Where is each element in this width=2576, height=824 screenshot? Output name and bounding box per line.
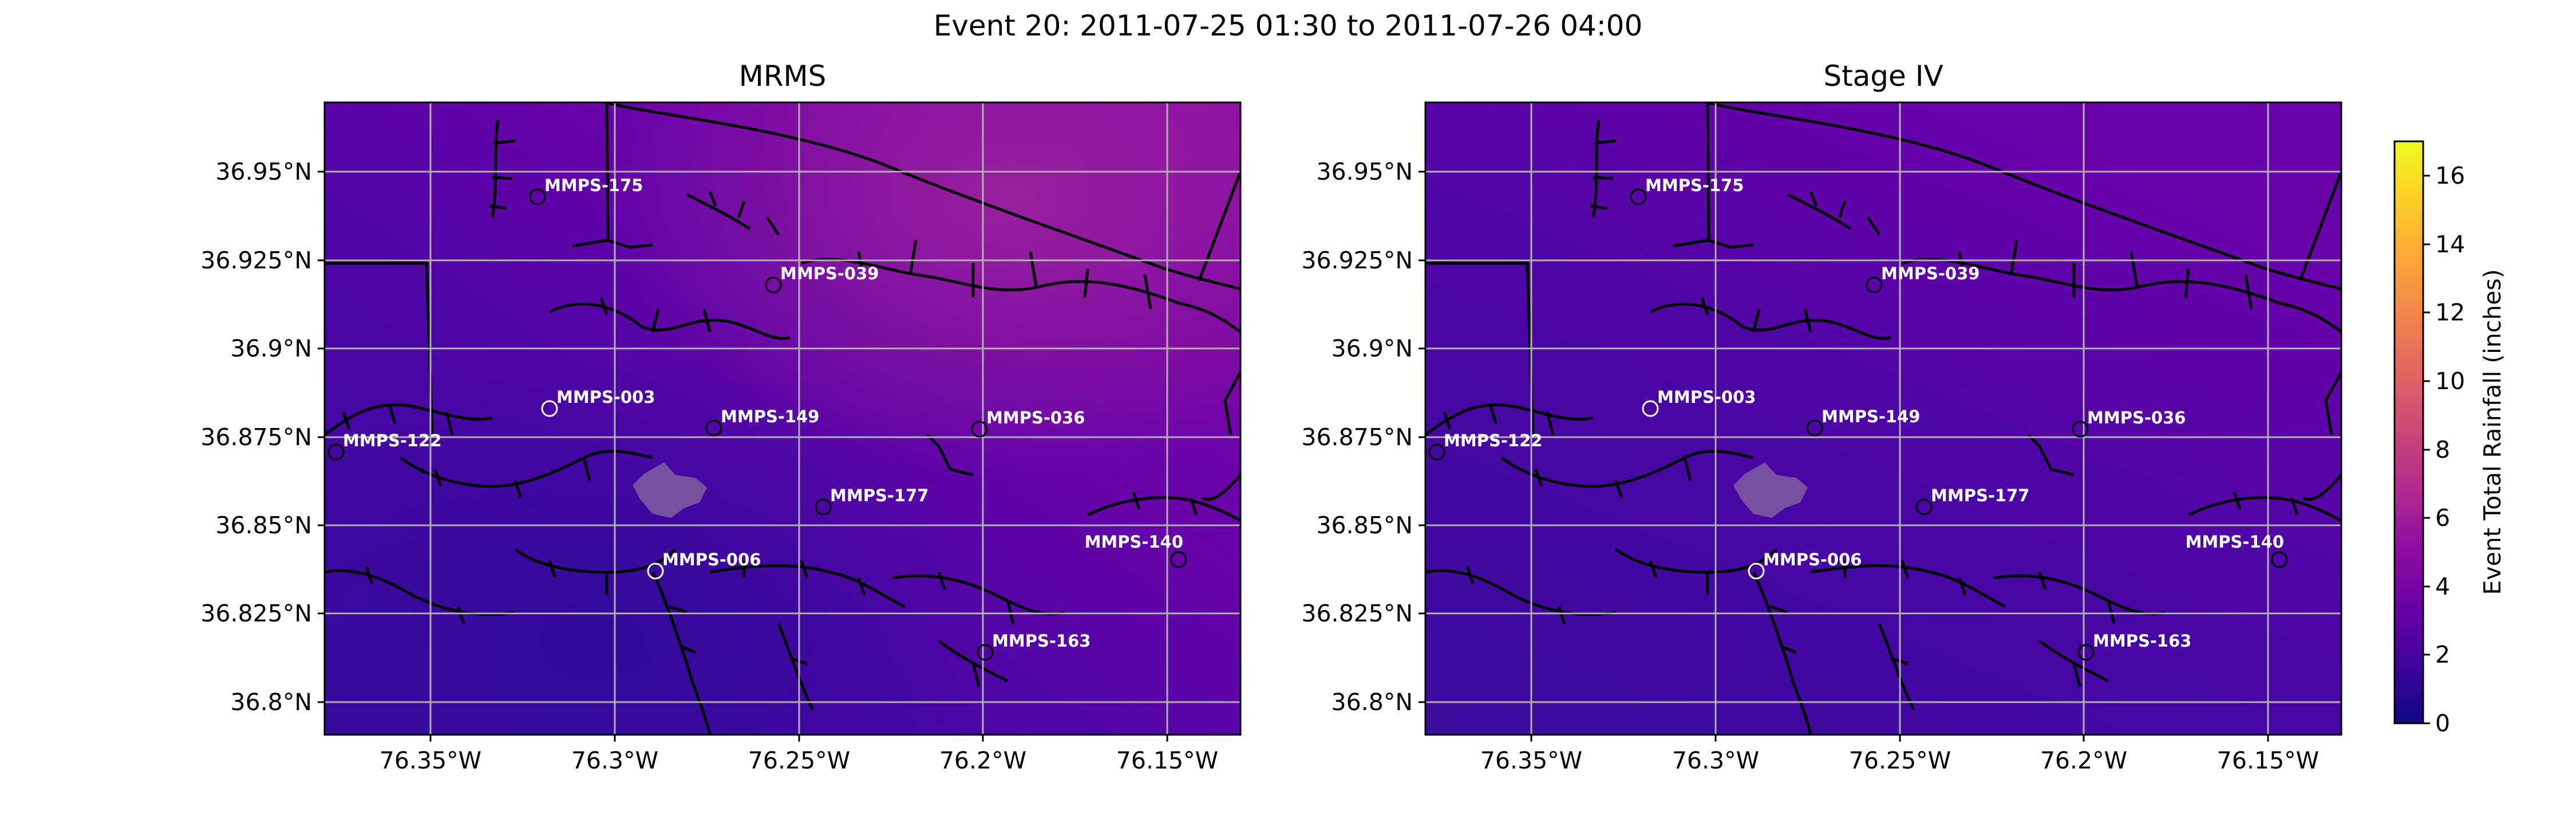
stage-iv-station-label-9: MMPS-163 [2093, 631, 2191, 651]
stage-iv-stations: MMPS-175 MMPS-039 MMPS-003 MMPS-149 MMPS… [1428, 176, 2288, 661]
stage-iv-y-tick-label-4: 36.9°N [1332, 335, 1413, 362]
stage-iv-y-tick-label-1: 36.825°N [1301, 600, 1413, 627]
mrms-station-marker-9[interactable] [977, 644, 994, 661]
mrms-y-tick-label-2: 36.85°N [215, 512, 312, 539]
stage-iv-station-marker-6[interactable] [1915, 498, 1933, 516]
mrms-station-label-9: MMPS-163 [992, 631, 1091, 651]
stage-iv-station-marker-3[interactable] [1806, 419, 1823, 437]
mrms-y-tick-label-1: 36.825°N [200, 600, 312, 627]
mrms-station-marker-1[interactable] [765, 276, 782, 294]
colorbar-tick-label-5: 10 [2435, 367, 2465, 395]
stage-iv-x-tick-label-2: 76.25°W [1849, 747, 1951, 774]
mrms-x-tick-label-4: 76.15°W [1116, 747, 1218, 774]
mrms-x-ticks: 76.35°W 76.3°W 76.25°W 76.2°W 76.15°W [380, 735, 1218, 774]
mrms-x-tick-label-3: 76.2°W [939, 747, 1026, 774]
stage-iv-x-tick-label-0: 76.35°W [1480, 747, 1582, 774]
mrms-panel: MRMS [200, 60, 1242, 774]
colorbar-tick-label-8: 16 [2435, 162, 2465, 189]
stage-iv-station-label-5: MMPS-122 [1444, 431, 1542, 450]
mrms-stations: MMPS-175 MMPS-039 MMPS-003 MMPS-149 MMPS… [327, 176, 1187, 661]
stage-iv-station-marker-7[interactable] [2271, 551, 2288, 568]
stage-iv-station-marker-4[interactable] [2072, 421, 2089, 438]
stage-iv-station-label-4: MMPS-036 [2087, 408, 2186, 427]
mrms-y-tick-label-4: 36.9°N [231, 335, 312, 362]
stage-iv-station-marker-5[interactable] [1428, 443, 1445, 461]
stage-iv-axes-frame [1424, 101, 2342, 736]
stage-iv-y-tick-label-5: 36.925°N [1301, 247, 1413, 274]
mrms-station-marker-2[interactable] [541, 400, 558, 417]
mrms-gridlines [325, 102, 1240, 735]
stage-iv-station-marker-2[interactable] [1642, 400, 1659, 417]
stage-iv-y-ticks: 36.8°N 36.825°N 36.85°N 36.875°N 36.9°N … [1301, 158, 1425, 716]
mrms-title: MRMS [739, 60, 827, 93]
stage-iv-x-tick-label-3: 76.2°W [2040, 747, 2127, 774]
figure-title: Event 20: 2011-07-25 01:30 to 2011-07-26… [934, 9, 1643, 42]
stage-iv-y-tick-label-0: 36.8°N [1332, 688, 1413, 716]
mrms-station-marker-8[interactable] [647, 562, 664, 580]
mrms-station-label-7: MMPS-140 [1085, 532, 1183, 552]
stage-iv-station-label-2: MMPS-003 [1657, 387, 1756, 407]
stage-iv-gridlines [1425, 102, 2341, 735]
stage-iv-station-label-8: MMPS-006 [1763, 550, 1862, 569]
stage-iv-station-marker-8[interactable] [1748, 562, 1765, 580]
mrms-station-marker-0[interactable] [529, 188, 546, 205]
mrms-y-ticks: 36.8°N 36.825°N 36.85°N 36.875°N 36.9°N … [200, 158, 325, 716]
colorbar-label: Event Total Rainfall (inches) [2479, 269, 2506, 595]
mrms-x-tick-label-1: 76.3°W [571, 747, 658, 774]
stage-iv-station-marker-9[interactable] [2077, 644, 2095, 661]
stage-iv-lake-shape [1733, 462, 1808, 518]
stage-iv-station-label-7: MMPS-140 [2186, 532, 2284, 552]
colorbar-ramp [2393, 140, 2424, 724]
mrms-station-label-8: MMPS-006 [662, 550, 761, 569]
mrms-station-label-3: MMPS-149 [721, 407, 819, 426]
colorbar-tick-label-2: 4 [2435, 573, 2450, 600]
mrms-station-marker-4[interactable] [971, 421, 988, 438]
mrms-station-label-1: MMPS-039 [780, 264, 879, 283]
mrms-x-tick-label-2: 76.25°W [748, 747, 850, 774]
mrms-axes-frame [323, 101, 1242, 736]
stage-iv-station-marker-1[interactable] [1866, 276, 1883, 294]
mrms-x-tick-label-0: 76.35°W [380, 747, 481, 774]
colorbar-ticks: 0 2 4 6 8 10 12 14 16 [2423, 162, 2465, 737]
mrms-y-tick-label-5: 36.925°N [200, 247, 312, 274]
stage-iv-y-tick-label-3: 36.875°N [1301, 423, 1413, 451]
colorbar-tick-label-6: 12 [2435, 299, 2465, 326]
mrms-station-marker-5[interactable] [327, 443, 345, 461]
mrms-y-tick-label-6: 36.95°N [215, 158, 312, 185]
mrms-station-label-2: MMPS-003 [556, 387, 655, 407]
stage-iv-station-marker-0[interactable] [1630, 188, 1647, 205]
mrms-y-tick-label-3: 36.875°N [200, 423, 312, 451]
stage-iv-y-tick-label-6: 36.95°N [1316, 158, 1413, 185]
stage-iv-x-tick-label-1: 76.3°W [1672, 747, 1759, 774]
colorbar-tick-label-7: 14 [2435, 231, 2465, 258]
stage-iv-station-label-0: MMPS-175 [1645, 176, 1744, 195]
stage-iv-panel: Stage IV [1301, 60, 2342, 774]
mrms-station-label-4: MMPS-036 [986, 408, 1085, 427]
stage-iv-station-label-6: MMPS-177 [1931, 486, 2029, 505]
colorbar-tick-label-3: 6 [2435, 504, 2450, 532]
stage-iv-y-tick-label-2: 36.85°N [1316, 512, 1413, 539]
stage-iv-station-label-1: MMPS-039 [1881, 264, 1980, 283]
stage-iv-x-ticks: 76.35°W 76.3°W 76.25°W 76.2°W 76.15°W [1480, 735, 2319, 774]
colorbar: 0 2 4 6 8 10 12 14 16 Event Total Rainfa… [2393, 140, 2506, 737]
mrms-lake-shape [633, 462, 707, 518]
mrms-station-label-6: MMPS-177 [830, 486, 929, 505]
colorbar-tick-label-0: 0 [2435, 710, 2450, 737]
colorbar-tick-label-4: 8 [2435, 436, 2450, 464]
stage-iv-station-label-3: MMPS-149 [1822, 407, 1920, 426]
stage-iv-title: Stage IV [1823, 60, 1943, 93]
mrms-station-label-5: MMPS-122 [343, 431, 441, 450]
mrms-station-marker-3[interactable] [705, 419, 722, 437]
mrms-y-tick-label-0: 36.8°N [231, 688, 312, 716]
stage-iv-x-tick-label-4: 76.15°W [2217, 747, 2319, 774]
mrms-station-marker-7[interactable] [1170, 551, 1187, 568]
mrms-station-label-0: MMPS-175 [544, 176, 643, 195]
mrms-station-marker-6[interactable] [815, 498, 832, 516]
colorbar-tick-label-1: 2 [2435, 641, 2450, 668]
